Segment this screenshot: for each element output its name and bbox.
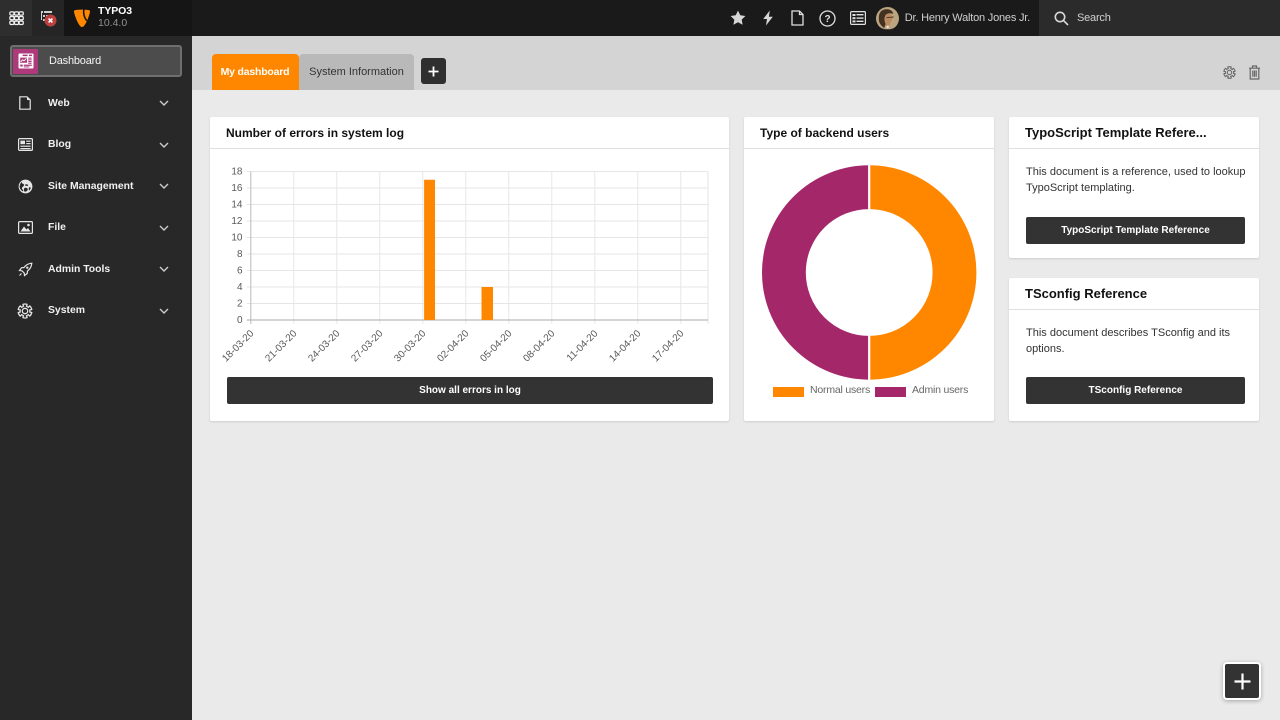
svg-text:10: 10 bbox=[231, 233, 243, 244]
svg-text:05-04-20: 05-04-20 bbox=[478, 328, 514, 364]
svg-text:?: ? bbox=[825, 14, 831, 25]
svg-text:8: 8 bbox=[237, 249, 243, 260]
svg-text:18: 18 bbox=[231, 167, 243, 178]
svg-text:6: 6 bbox=[237, 266, 243, 277]
svg-text:12: 12 bbox=[231, 216, 243, 227]
svg-text:24-03-20: 24-03-20 bbox=[306, 328, 342, 364]
svg-text:17-04-20: 17-04-20 bbox=[650, 328, 686, 364]
svg-text:27-03-20: 27-03-20 bbox=[349, 328, 385, 364]
svg-text:4: 4 bbox=[237, 282, 243, 293]
svg-text:14: 14 bbox=[231, 200, 243, 211]
svg-text:11-04-20: 11-04-20 bbox=[565, 328, 601, 364]
svg-text:08-04-20: 08-04-20 bbox=[521, 328, 557, 364]
svg-text:2: 2 bbox=[237, 299, 243, 310]
svg-text:21-03-20: 21-03-20 bbox=[263, 328, 299, 364]
svg-text:18-03-20: 18-03-20 bbox=[220, 328, 256, 364]
svg-text:14-04-20: 14-04-20 bbox=[607, 328, 643, 364]
svg-text:30-03-20: 30-03-20 bbox=[392, 328, 428, 364]
svg-text:02-04-20: 02-04-20 bbox=[435, 328, 471, 364]
svg-text:16: 16 bbox=[231, 183, 243, 194]
svg-text:0: 0 bbox=[237, 315, 243, 326]
